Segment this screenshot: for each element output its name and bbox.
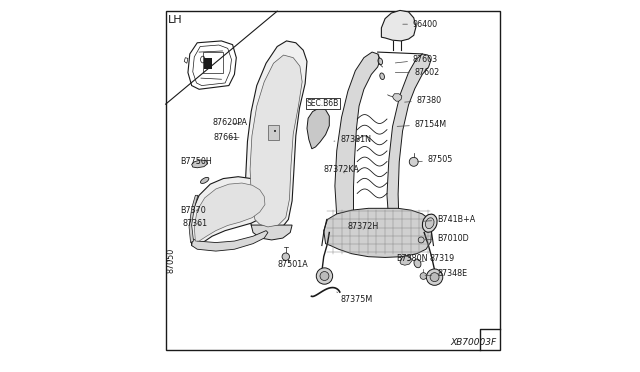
Polygon shape	[246, 41, 307, 231]
Polygon shape	[381, 10, 416, 41]
Text: 87361: 87361	[182, 219, 207, 228]
Polygon shape	[307, 108, 330, 149]
Polygon shape	[324, 208, 431, 257]
Text: SEC.B6B: SEC.B6B	[307, 99, 339, 108]
Circle shape	[426, 269, 443, 285]
Text: 87381N: 87381N	[334, 135, 371, 144]
Polygon shape	[191, 231, 268, 251]
Circle shape	[410, 157, 418, 166]
Ellipse shape	[378, 58, 383, 65]
Text: XB70003F: XB70003F	[451, 339, 497, 347]
Polygon shape	[387, 54, 431, 226]
Ellipse shape	[414, 259, 421, 268]
Text: 87620PA: 87620PA	[212, 118, 247, 127]
Polygon shape	[191, 177, 271, 246]
Polygon shape	[191, 160, 207, 168]
Polygon shape	[250, 55, 302, 227]
Bar	[203, 52, 223, 73]
Ellipse shape	[200, 177, 209, 183]
Polygon shape	[335, 52, 380, 220]
Text: B7750H: B7750H	[180, 157, 212, 166]
Circle shape	[420, 273, 427, 279]
Text: 87501A: 87501A	[277, 260, 308, 269]
Text: 87348E: 87348E	[425, 269, 467, 278]
Ellipse shape	[426, 218, 434, 229]
Circle shape	[418, 237, 424, 243]
Circle shape	[316, 268, 333, 284]
Text: 87372H: 87372H	[348, 222, 379, 231]
Text: B741B+A: B741B+A	[423, 215, 476, 224]
Text: 87319: 87319	[421, 254, 455, 263]
Text: 87505: 87505	[418, 155, 453, 164]
Circle shape	[282, 253, 289, 260]
Polygon shape	[268, 125, 279, 140]
Text: 87380: 87380	[404, 96, 442, 105]
Text: B7380N: B7380N	[396, 254, 428, 263]
Text: 87661: 87661	[214, 133, 239, 142]
Circle shape	[320, 272, 329, 280]
Bar	[204, 58, 212, 69]
Text: B7010D: B7010D	[425, 234, 469, 243]
Text: 96400: 96400	[403, 20, 438, 29]
Text: 87603: 87603	[396, 55, 438, 64]
Polygon shape	[195, 183, 265, 241]
Polygon shape	[392, 94, 402, 101]
Text: 87154M: 87154M	[397, 120, 447, 129]
Ellipse shape	[422, 214, 437, 232]
Text: 87375M: 87375M	[337, 292, 372, 304]
Text: •: •	[273, 129, 278, 135]
Polygon shape	[400, 256, 412, 265]
Text: LH: LH	[168, 16, 183, 25]
Text: 87372KA: 87372KA	[324, 165, 360, 174]
Text: 87602: 87602	[396, 68, 440, 77]
Ellipse shape	[196, 224, 205, 230]
Polygon shape	[251, 225, 292, 240]
Text: B7370: B7370	[180, 206, 206, 215]
Ellipse shape	[380, 73, 385, 80]
Polygon shape	[189, 195, 198, 243]
Circle shape	[430, 273, 439, 282]
Text: 87050: 87050	[167, 248, 176, 273]
